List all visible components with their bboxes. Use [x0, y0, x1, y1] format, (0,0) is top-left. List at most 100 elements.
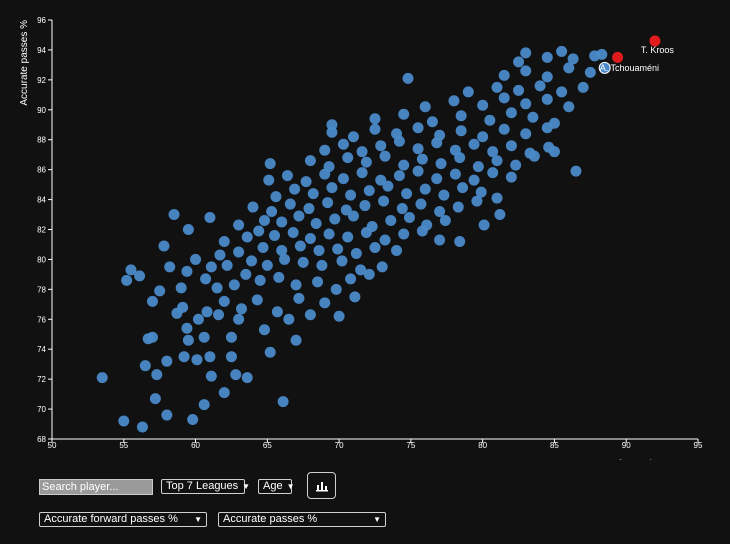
- data-point: [369, 123, 381, 135]
- data-point: [241, 372, 253, 384]
- data-point: [471, 195, 483, 207]
- data-point: [403, 212, 415, 224]
- data-point: [556, 86, 568, 98]
- data-point: [218, 387, 230, 399]
- data-point: [182, 334, 194, 346]
- data-point: [258, 215, 270, 227]
- data-point: [187, 414, 199, 426]
- data-point: [251, 294, 263, 306]
- data-point: [378, 195, 390, 207]
- data-point: [363, 185, 375, 197]
- data-point: [297, 256, 309, 268]
- data-point: [563, 101, 575, 113]
- data-point: [164, 261, 176, 273]
- data-point: [266, 206, 278, 218]
- data-point: [198, 399, 210, 411]
- data-point: [355, 264, 367, 276]
- y-metric-select-value: Accurate passes %: [223, 513, 318, 525]
- data-point: [191, 354, 203, 366]
- data-point: [412, 143, 424, 155]
- y-tick-label: 90: [37, 106, 46, 115]
- y-tick-label: 68: [37, 435, 46, 444]
- data-point: [491, 192, 503, 204]
- data-point: [269, 229, 281, 241]
- data-point: [230, 369, 242, 381]
- data-point: [211, 282, 223, 294]
- data-point: [204, 212, 216, 224]
- data-point: [270, 191, 282, 203]
- data-point: [264, 158, 276, 170]
- data-point: [261, 259, 273, 271]
- data-point: [434, 129, 446, 141]
- data-point: [419, 101, 431, 113]
- data-point: [178, 351, 190, 363]
- x-metric-select[interactable]: Accurate forward passes % ▼: [39, 512, 207, 527]
- data-point: [345, 189, 357, 201]
- data-point: [505, 171, 517, 183]
- data-point: [345, 273, 357, 285]
- data-point: [421, 219, 433, 231]
- highlighted-point: [612, 51, 624, 63]
- data-point: [541, 51, 553, 63]
- data-point: [316, 259, 328, 271]
- data-point: [491, 155, 503, 167]
- data-point: [323, 161, 335, 173]
- data-point: [204, 351, 216, 363]
- data-point: [337, 138, 349, 150]
- data-point: [154, 285, 166, 297]
- data-point: [416, 153, 428, 165]
- data-point: [139, 360, 151, 372]
- data-point: [391, 128, 403, 140]
- data-point: [563, 62, 575, 74]
- x-tick-label: 50: [48, 441, 57, 450]
- y-metric-select[interactable]: Accurate passes % ▼: [218, 512, 386, 527]
- search-player-input[interactable]: [39, 479, 153, 495]
- age-select[interactable]: Age ▼: [258, 479, 295, 494]
- data-point: [336, 255, 348, 267]
- data-point: [146, 331, 158, 343]
- y-tick-label: 72: [37, 375, 46, 384]
- data-point: [342, 231, 354, 243]
- data-point: [520, 98, 532, 110]
- data-point: [149, 393, 161, 405]
- chart-options-button[interactable]: [307, 472, 336, 499]
- data-point: [284, 198, 296, 210]
- data-point: [198, 331, 210, 343]
- data-point: [527, 111, 539, 123]
- data-point: [369, 241, 381, 253]
- league-select-value: Top 7 Leagues: [166, 480, 239, 492]
- data-point: [472, 161, 484, 173]
- data-point: [398, 159, 410, 171]
- data-point: [273, 271, 285, 283]
- data-point: [375, 140, 387, 152]
- data-point: [505, 140, 517, 152]
- x-tick-label: 55: [119, 441, 128, 450]
- data-point: [241, 231, 253, 243]
- data-point: [360, 156, 372, 168]
- data-point: [190, 253, 202, 265]
- age-select-value: Age: [263, 480, 283, 492]
- x-tick-label: 70: [335, 441, 344, 450]
- data-point: [279, 253, 291, 265]
- data-point: [329, 213, 341, 225]
- data-point: [161, 409, 173, 421]
- data-point: [293, 292, 305, 304]
- data-point: [310, 218, 322, 230]
- y-tick-label: 88: [37, 136, 46, 145]
- data-point: [201, 306, 213, 318]
- data-point: [158, 240, 170, 252]
- highlighted-point: [649, 35, 661, 47]
- data-point: [577, 81, 589, 93]
- league-select[interactable]: Top 7 Leagues ▼: [161, 479, 250, 494]
- data-point: [192, 313, 204, 325]
- data-point: [434, 234, 446, 246]
- data-point: [240, 268, 252, 280]
- data-point: [247, 201, 259, 213]
- data-point: [457, 182, 469, 194]
- data-point: [304, 232, 316, 244]
- y-tick-label: 94: [37, 46, 46, 55]
- data-point: [541, 71, 553, 83]
- y-tick-label: 84: [37, 196, 46, 205]
- data-point: [498, 123, 510, 135]
- data-point: [276, 216, 288, 228]
